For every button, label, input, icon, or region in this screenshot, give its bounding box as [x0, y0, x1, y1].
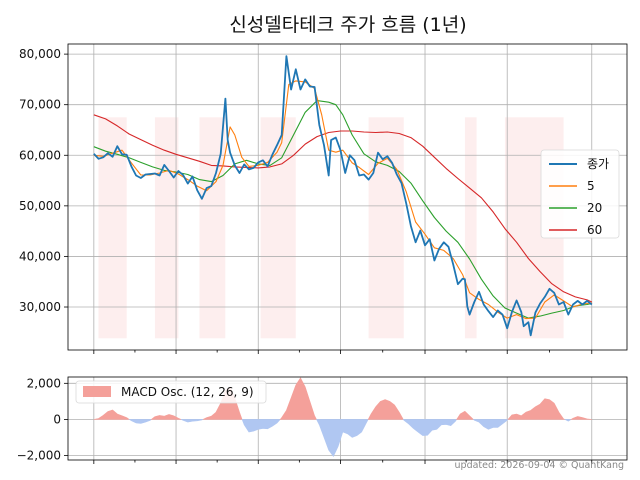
macd-positive-area-6	[279, 377, 317, 420]
price-ytick-label: 80,000	[19, 47, 61, 61]
macd-negative-area-9	[402, 419, 458, 436]
legend-label-0: 종가	[587, 157, 609, 171]
shade-band-5	[464, 117, 477, 339]
price-legend-box	[540, 149, 620, 239]
price-legend: 종가 5 20 60	[540, 149, 620, 239]
price-panel-frame	[67, 43, 628, 351]
price-y-ticks: 30,000 40,000 50,000 60,000 70,000 80,000	[19, 47, 68, 314]
price-ytick-label: 30,000	[19, 300, 61, 314]
macd-positive-area-14	[570, 416, 592, 420]
macd-legend-swatch	[83, 386, 111, 397]
price-grid	[68, 44, 627, 350]
price-ytick-label: 70,000	[19, 98, 61, 112]
macd-positive-area-12	[507, 398, 565, 420]
macd-panel: −2,000 0 2,000 MACD Osc. (12, 26, 9)	[17, 376, 628, 464]
legend-label-2: 20	[587, 201, 602, 215]
macd-legend: MACD Osc. (12, 26, 9)	[75, 380, 267, 404]
series-line-0	[93, 55, 593, 337]
chart-title: 신성델타테크 주가 흐름 (1년)	[229, 14, 466, 36]
price-panel: 30,000 40,000 50,000 60,000 70,000 80,000 종가 5…	[19, 43, 628, 354]
macd-ytick-label: 2,000	[27, 376, 61, 390]
macd-positive-area-2	[150, 414, 182, 420]
shade-band-4	[368, 117, 404, 339]
price-ytick-label: 50,000	[19, 199, 61, 213]
macd-negative-area-5	[241, 419, 281, 433]
legend-label-3: 60	[587, 223, 602, 237]
macd-positive-area-0	[93, 409, 131, 420]
macd-positive-area-8	[367, 399, 404, 420]
legend-label-1: 5	[587, 179, 595, 193]
macd-negative-area-3	[180, 419, 204, 423]
macd-ytick-label: 0	[53, 412, 61, 426]
macd-legend-box	[75, 380, 267, 404]
macd-x-ticks	[93, 460, 593, 464]
macd-ytick-label: −2,000	[17, 448, 61, 462]
series-line-3	[93, 114, 593, 303]
price-lines	[93, 55, 593, 337]
price-ytick-label: 60,000	[19, 148, 61, 162]
shade-band-3	[260, 117, 296, 339]
macd-negative-area-7	[316, 419, 369, 457]
footer-note: updated: 2026-09-04 © QuantKang	[455, 460, 624, 471]
macd-negative-area-13	[564, 419, 573, 422]
macd-panel-frame	[67, 376, 628, 461]
macd-positive-area-10	[456, 410, 475, 420]
macd-y-ticks: −2,000 0 2,000	[17, 376, 68, 462]
macd-negative-area-11	[472, 419, 509, 430]
macd-legend-label: MACD Osc. (12, 26, 9)	[121, 385, 254, 399]
price-x-ticks	[93, 350, 593, 354]
price-ytick-label: 40,000	[19, 249, 61, 263]
